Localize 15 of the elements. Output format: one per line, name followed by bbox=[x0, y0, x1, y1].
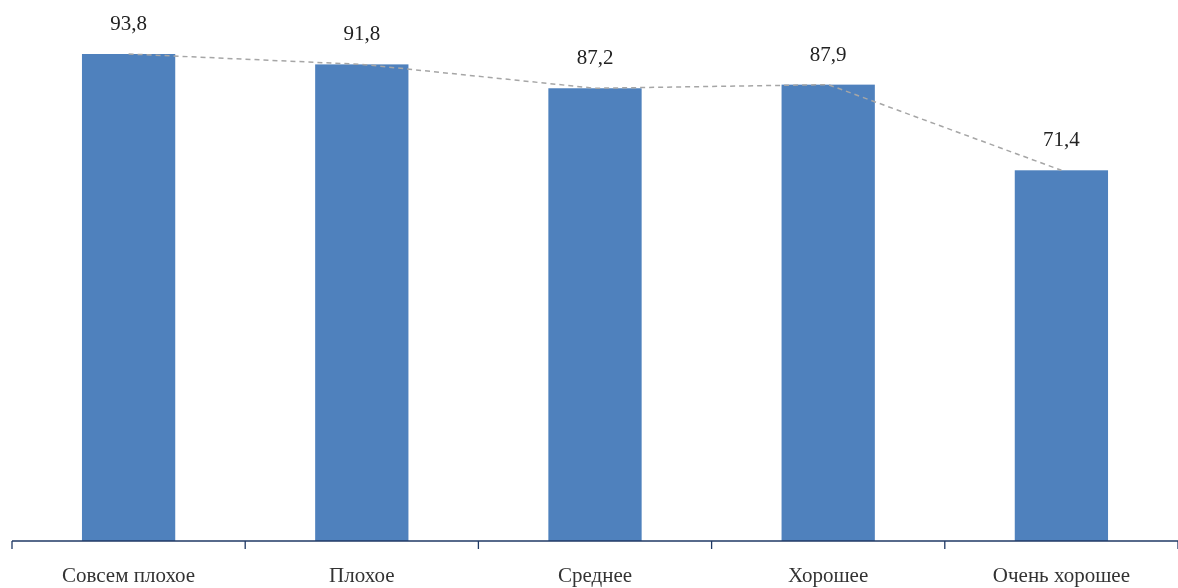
data-label: 87,9 bbox=[809, 41, 847, 66]
x-tick-label: Среднее bbox=[557, 563, 633, 587]
x-tick-label: Совсем плохое bbox=[61, 563, 196, 587]
x-tick-label: Хорошее bbox=[788, 563, 869, 587]
bar bbox=[81, 54, 176, 541]
data-label: 87,2 bbox=[576, 45, 614, 70]
bar bbox=[315, 64, 409, 541]
bar bbox=[781, 84, 875, 541]
data-label: 71,4 bbox=[1043, 127, 1081, 152]
bar bbox=[1014, 170, 1109, 541]
data-label: 91,8 bbox=[343, 21, 381, 46]
data-label: 93,8 bbox=[110, 11, 147, 35]
x-tick-label: Плохое bbox=[329, 563, 395, 587]
bar bbox=[548, 88, 642, 541]
x-tick-label: Очень хорошее bbox=[992, 563, 1130, 587]
